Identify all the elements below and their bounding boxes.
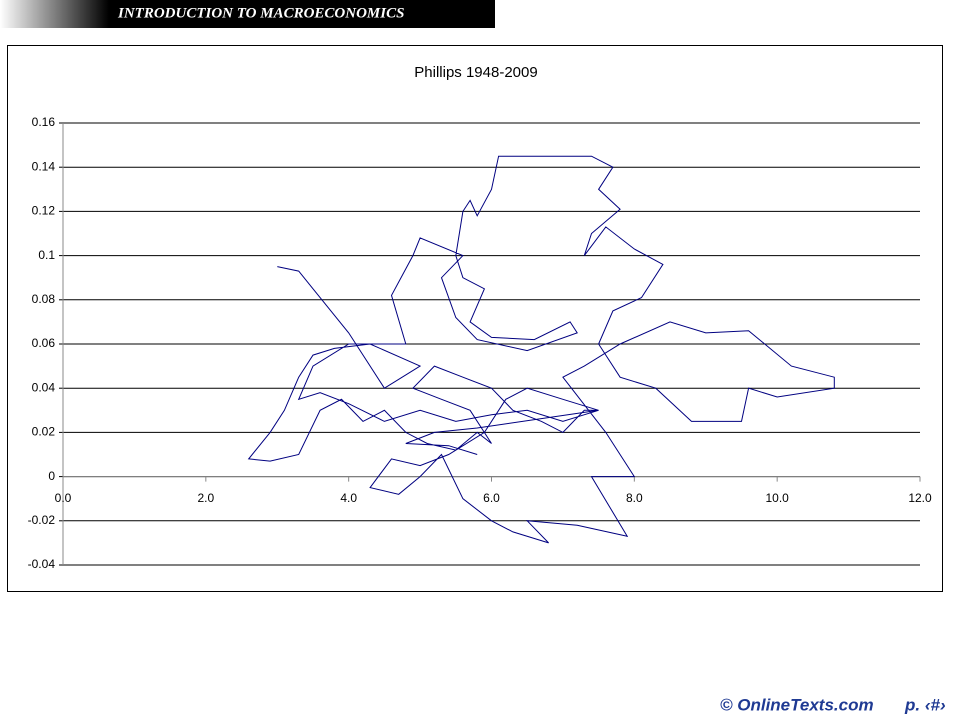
y-tick-label: 0.16 xyxy=(32,115,56,129)
y-tick-label: 0.08 xyxy=(32,292,56,306)
x-tick-label: 8.0 xyxy=(626,491,643,505)
plot: -0.04 -0.02 0 0.02 0.04 0.06 0.08 0.1 0.12 0.14 0.… xyxy=(28,115,932,571)
x-tick-label: 0.0 xyxy=(55,491,72,505)
footer-page: p. ‹#› xyxy=(904,695,946,714)
data-line xyxy=(247,155,835,544)
header-bar xyxy=(0,0,495,28)
y-tick-label: 0.04 xyxy=(32,380,56,394)
x-tick-label: 6.0 xyxy=(483,491,500,505)
chart-frame xyxy=(7,45,943,592)
y-tick-label: 0.12 xyxy=(32,204,56,218)
chart-title: Phillips 1948-2009 xyxy=(414,64,537,81)
header-title: INTRODUCTION TO MACROECONOMICS xyxy=(117,5,404,21)
y-tick-label: 0 xyxy=(48,469,55,483)
x-tick-label: 10.0 xyxy=(765,491,789,505)
x-tick-label: 12.0 xyxy=(908,491,932,505)
y-tick-label: 0.06 xyxy=(32,336,56,350)
x-tick-label: 4.0 xyxy=(340,491,357,505)
x-tick-label: 2.0 xyxy=(197,491,214,505)
y-tick-label: -0.02 xyxy=(28,513,56,527)
y-tick-label: 0.14 xyxy=(32,159,56,173)
y-tick-label: 0.02 xyxy=(32,425,56,439)
y-tick-label: 0.1 xyxy=(38,248,55,262)
y-tick-label: -0.04 xyxy=(28,557,56,571)
footer-source: © OnlineTexts.com xyxy=(720,695,874,714)
